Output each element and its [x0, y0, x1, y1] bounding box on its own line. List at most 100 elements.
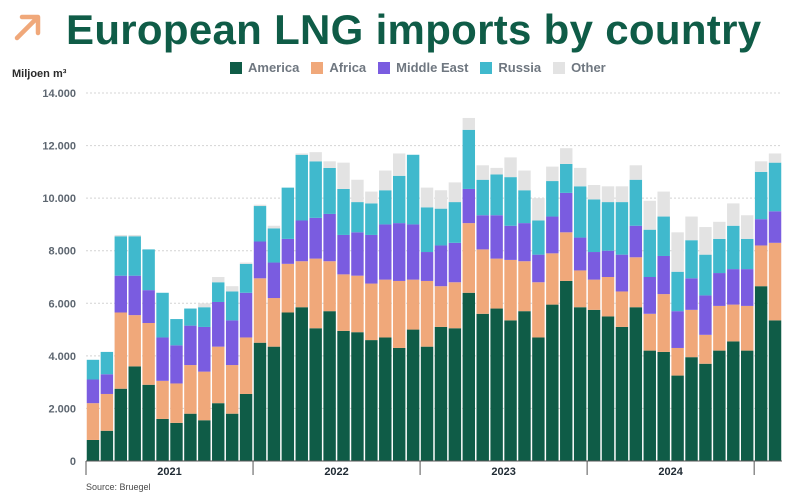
bar-segment-africa	[754, 245, 768, 287]
bar-segment-america	[392, 347, 406, 461]
x-tick-label-year: 2021	[157, 466, 181, 478]
bar-segment-other	[253, 204, 267, 207]
bar-segment-africa	[392, 280, 406, 348]
y-axis-label: Miljoen m³	[12, 68, 67, 80]
bar-segment-america	[309, 328, 322, 461]
bar-segment-middle-east	[448, 242, 462, 283]
bar-segment-russia	[309, 161, 322, 218]
bar-segment-russia	[379, 190, 392, 225]
bar-segment-russia	[267, 228, 281, 263]
bar-segment-america	[713, 350, 726, 461]
legend: America Africa Middle East Russia Other	[230, 60, 606, 75]
bar-segment-africa	[629, 257, 643, 308]
bar-segment-africa	[170, 383, 183, 423]
bar-segment-africa	[448, 282, 462, 329]
bar-segment-africa	[615, 291, 629, 327]
bar-segment-america	[365, 340, 378, 461]
bar-segment-middle-east	[365, 234, 378, 284]
bar-segment-middle-east	[420, 252, 434, 281]
bar-segment-middle-east	[295, 220, 308, 262]
y-tick-label: 8.000	[48, 246, 76, 258]
legend-swatch-africa	[311, 61, 324, 74]
bar-segment-russia	[587, 199, 601, 253]
legend-swatch-other	[553, 61, 566, 74]
bar-segment-other	[685, 216, 698, 241]
bar-segment-america	[518, 311, 531, 461]
bar-segment-africa	[86, 403, 100, 440]
bar-segment-middle-east	[657, 255, 670, 295]
bar-segment-russia	[156, 292, 169, 338]
bar-segment-other	[212, 277, 225, 283]
bar-segment-middle-east	[740, 269, 754, 306]
bar-segment-africa	[420, 280, 434, 347]
bar-segment-other	[740, 215, 754, 239]
bar-segment-other	[615, 186, 629, 203]
bar-segment-america	[462, 292, 476, 461]
bar-segment-africa	[504, 259, 517, 321]
bar-segment-middle-east	[156, 337, 169, 381]
bar-segment-russia	[518, 190, 531, 224]
bar-segment-africa	[699, 334, 712, 364]
bar-segment-africa	[476, 249, 489, 314]
bar-segment-other	[239, 262, 253, 264]
bar-segment-america	[323, 311, 336, 461]
bar-segment-russia	[212, 282, 225, 302]
bar-segment-africa	[323, 261, 336, 312]
y-tick-label: 10.000	[42, 193, 76, 205]
bar-segment-america	[142, 384, 155, 461]
bar-segment-russia	[601, 202, 615, 251]
bar-segment-america	[699, 363, 712, 461]
bar-segment-middle-east	[754, 219, 768, 246]
bar-segment-russia	[490, 174, 503, 216]
bar-segment-russia	[128, 236, 141, 276]
legend-swatch-america	[230, 61, 242, 74]
bar-segment-america	[685, 357, 698, 461]
bar-segment-russia	[699, 254, 712, 296]
bar-segment-africa	[114, 312, 128, 389]
bar-segment-russia	[239, 263, 253, 293]
bar-segment-africa	[573, 270, 587, 308]
bar-segment-russia	[713, 238, 726, 274]
bar-segment-other	[462, 117, 476, 130]
bar-segment-america	[740, 350, 754, 461]
bar-segment-russia	[392, 175, 406, 224]
bar-segment-russia	[532, 220, 545, 255]
bar-segment-russia	[448, 202, 462, 243]
bar-segment-africa	[212, 346, 225, 404]
bar-segment-america	[170, 422, 183, 461]
bar-segment-africa	[406, 279, 420, 330]
bar-segment-other	[671, 232, 684, 272]
bar-segment-russia	[629, 179, 643, 226]
bar-segment-middle-east	[713, 273, 726, 306]
bar-segment-other	[754, 161, 768, 172]
bar-segment-africa	[532, 282, 545, 338]
bar-segment-america	[754, 286, 768, 461]
bar-segment-africa	[156, 380, 169, 419]
bar-segment-other	[351, 179, 364, 203]
bar-segment-russia	[546, 181, 559, 217]
bar-segment-other	[629, 165, 643, 180]
bar-segment-middle-east	[239, 292, 253, 338]
y-tick-label: 2.000	[48, 403, 76, 415]
bar-segment-america	[560, 280, 573, 461]
bar-segment-america	[379, 337, 392, 461]
bar-segment-africa	[727, 304, 740, 342]
legend-label-america: America	[248, 60, 300, 75]
bar-segment-other	[713, 221, 726, 239]
bar-segment-america	[225, 413, 239, 461]
bar-segment-america	[643, 350, 656, 461]
bar-segment-middle-east	[392, 223, 406, 281]
bar-segment-middle-east	[114, 275, 128, 313]
bar-segment-africa	[365, 283, 378, 341]
legend-swatch-middle-east	[378, 61, 391, 74]
bar-segment-other	[657, 191, 670, 217]
legend-label-middle-east: Middle East	[396, 60, 469, 75]
bar-segment-russia	[573, 186, 587, 238]
bar-segment-other	[434, 190, 448, 209]
bar-segment-russia	[754, 171, 768, 220]
bar-segment-middle-east	[170, 345, 183, 384]
bar-segment-russia	[462, 129, 476, 189]
bar-segment-africa	[768, 242, 782, 321]
bar-segment-america	[253, 342, 267, 461]
